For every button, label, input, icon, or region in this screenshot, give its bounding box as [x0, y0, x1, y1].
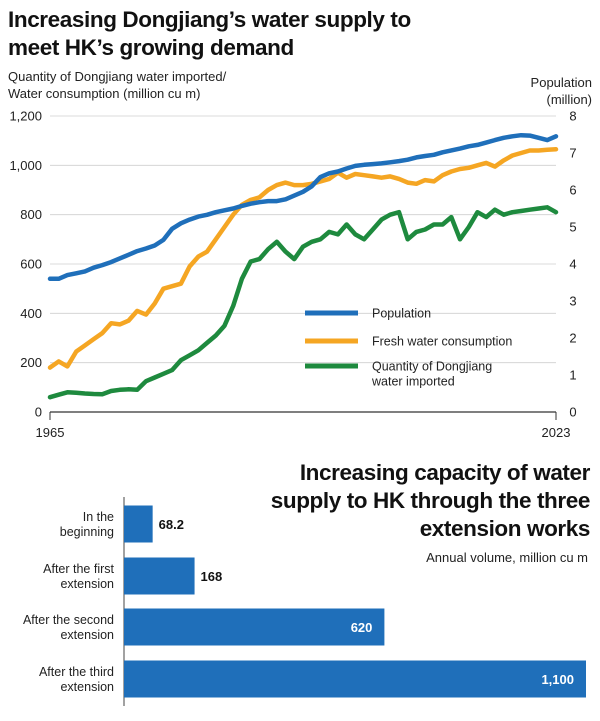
bar-category-label-line: extension: [60, 577, 114, 591]
bar-chart-title-line-3: extension works: [419, 516, 591, 541]
line-chart: 0 200 400 600 800 1,000 1,200 0 1 2 3 4 5 6 7 8 1965 2023…: [9, 109, 576, 441]
bar-1: [124, 505, 153, 543]
y-left-tick-label: 400: [20, 306, 42, 321]
bar-chart-title: Increasing capacity of water supply to H…: [210, 459, 591, 543]
y-left-tick-label: 1,000: [9, 158, 42, 173]
y-left-tick-label: 200: [20, 355, 42, 370]
bar-category-label-line: In the: [83, 510, 114, 524]
chart-title-line-2: meet HK’s growing demand: [8, 35, 294, 60]
bar-category-label: After the second extension: [23, 613, 114, 642]
y-right-tick-label: 7: [569, 146, 576, 161]
bar-3: [124, 608, 385, 646]
right-axis-label-line-1: Population: [530, 75, 592, 90]
series-line-fresh-water-consumption: [47, 147, 559, 370]
bar-value-label: 168: [201, 569, 223, 584]
bar-category-label: After the third extension: [39, 665, 114, 694]
legend-label: Fresh water consumption: [372, 335, 512, 349]
bar-chart-unit-label: Annual volume, million cu m: [426, 550, 588, 565]
y-right-tick-label: 5: [569, 220, 576, 235]
bar-category-label-line: extension: [60, 628, 114, 642]
right-axis-label-line-2: (million): [546, 92, 593, 107]
y-right-tick-label: 6: [569, 183, 576, 198]
y-right-tick-label: 4: [569, 257, 576, 272]
bar-category-label: After the first extension: [43, 562, 114, 591]
bar-category-label: In the beginning: [60, 510, 114, 539]
y-right-tick-label: 8: [569, 109, 576, 124]
left-axis-label: Quantity of Dongjiang water imported/ Wa…: [8, 68, 226, 102]
right-axis-label: Population (million): [531, 74, 592, 108]
x-tick-label: 2023: [542, 425, 571, 440]
legend-label-line: Quantity of Dongjiang: [372, 360, 492, 374]
bar-2: [124, 557, 195, 595]
bar-chart-title-line-2: supply to HK through the three: [270, 488, 591, 513]
bar-category-label-line: extension: [60, 680, 114, 694]
bar-value-label: 1,100: [541, 672, 574, 687]
legend-label-line: water imported: [371, 375, 455, 389]
legend-label-line: Fresh water consumption: [372, 335, 512, 349]
left-axis-label-line-1: Quantity of Dongjiang water imported/: [8, 69, 227, 84]
y-right-tick-label: 2: [569, 331, 576, 346]
chart-title: Increasing Dongjiang’s water supply to m…: [8, 6, 568, 62]
y-left-tick-label: 1,200: [9, 109, 42, 124]
chart-title-line-1: Increasing Dongjiang’s water supply to: [8, 7, 411, 32]
bar-4: [124, 660, 586, 698]
legend-label-line: Population: [372, 307, 431, 321]
bar-value-label: 68.2: [159, 517, 184, 532]
left-axis-label-line-2: Water consumption (million cu m): [8, 86, 201, 101]
x-tick-label: 1965: [36, 425, 65, 440]
series-line-quantity-of-dongjiang-water-imported: [47, 205, 559, 400]
legend-label: Quantity of Dongjiang water imported: [371, 360, 492, 389]
series-line-population: [47, 132, 559, 282]
bar-category-label-line: After the first: [43, 562, 114, 576]
y-right-tick-label: 0: [569, 405, 576, 420]
y-right-tick-label: 1: [569, 368, 576, 383]
y-left-tick-label: 800: [20, 207, 42, 222]
bar-category-label-line: After the second: [23, 613, 114, 627]
y-right-tick-label: 3: [569, 294, 576, 309]
bar-category-label-line: After the third: [39, 665, 114, 679]
y-left-tick-label: 600: [20, 257, 42, 272]
y-left-tick-label: 0: [35, 405, 42, 420]
bar-chart-title-line-1: Increasing capacity of water: [299, 460, 591, 485]
legend-label: Population: [372, 307, 431, 321]
bar-value-label: 620: [351, 620, 373, 635]
bar-category-label-line: beginning: [60, 525, 114, 539]
